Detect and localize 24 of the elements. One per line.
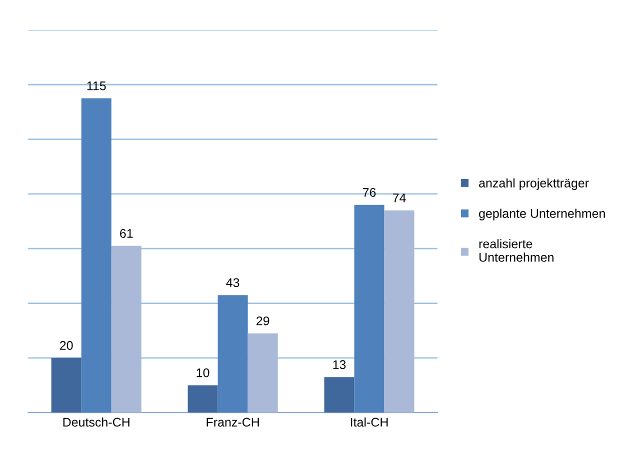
- x-tick-label: Deutsch-CH: [63, 417, 130, 427]
- bar: [218, 295, 248, 413]
- data-label: 43: [226, 278, 240, 288]
- data-label: 61: [120, 229, 133, 238]
- data-label: 13: [333, 360, 346, 370]
- legend-label: anzahl projektträger: [479, 178, 589, 190]
- legend-label: realisierte Unternehmen: [479, 239, 554, 262]
- data-label: 74: [392, 194, 406, 202]
- data-label: 115: [87, 82, 106, 90]
- bar: [384, 210, 414, 413]
- data-label: 76: [362, 188, 376, 197]
- data-label: 29: [256, 316, 270, 326]
- bar: [324, 377, 354, 413]
- bar: [81, 98, 112, 413]
- bar: [111, 246, 142, 413]
- x-tick-label: Ital-CH: [350, 417, 388, 427]
- data-label: 10: [196, 368, 210, 378]
- bar: [188, 385, 218, 413]
- x-tick-label: Franz-CH: [206, 418, 259, 427]
- bar: [354, 204, 384, 413]
- legend-label: geplante Unternehmen: [479, 208, 605, 220]
- bar: [51, 358, 82, 413]
- data-label: 20: [60, 341, 73, 350]
- bar: [248, 333, 278, 413]
